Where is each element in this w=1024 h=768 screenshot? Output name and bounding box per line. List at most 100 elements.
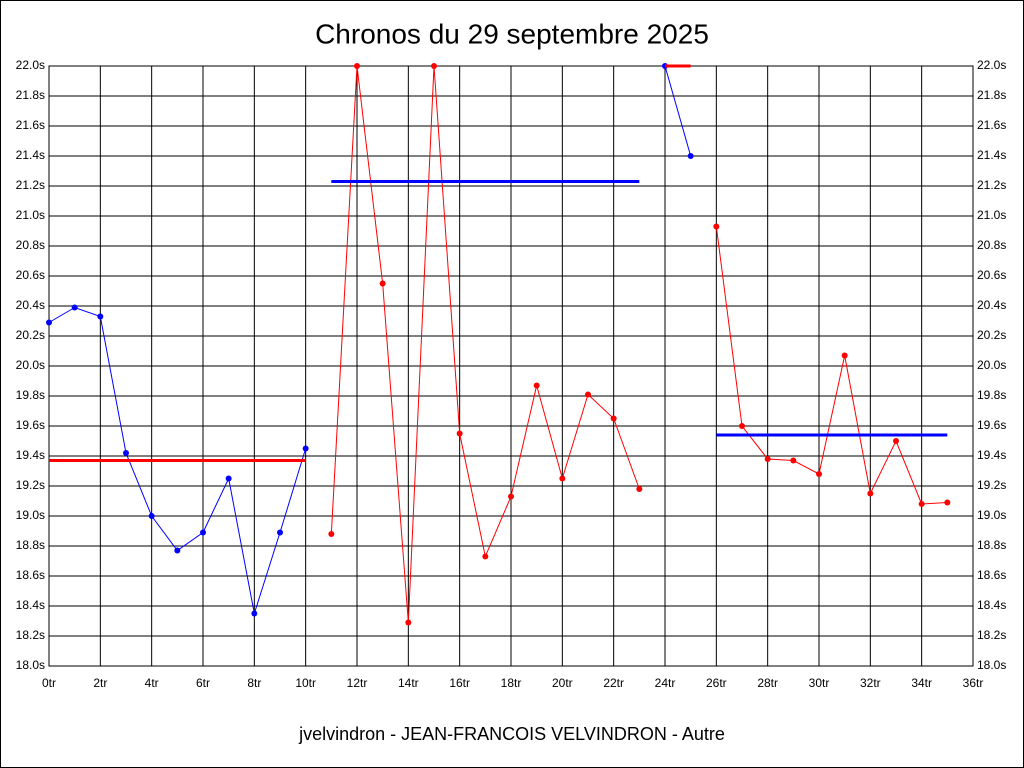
y-tick-label: 20.6s (16, 268, 45, 282)
x-tick-label: 2tr (93, 676, 107, 690)
series-line (664, 65, 692, 157)
point (431, 63, 437, 69)
point (559, 475, 566, 482)
x-tick-label: 10tr (295, 676, 316, 690)
y-tick-label: 21.6s (16, 118, 45, 132)
y2-tick-label: 18.8s (977, 538, 1006, 552)
y2-tick-label: 18.2s (977, 628, 1006, 642)
y-tick-label: 18.8s (16, 538, 45, 552)
point (148, 513, 155, 519)
point (585, 391, 591, 398)
y2-tick-label: 18.0s (977, 658, 1006, 672)
x-tick-label: 6tr (196, 676, 210, 690)
point (739, 423, 745, 429)
y2-tick-label: 19.0s (977, 508, 1006, 522)
y-tick-label: 20.4s (16, 298, 45, 312)
y2-tick-label: 20.8s (977, 238, 1006, 252)
x-tick-label: 8tr (247, 676, 261, 690)
x-tick-label: 26tr (706, 676, 727, 690)
y2-tick-label: 20.4s (977, 298, 1006, 312)
x-axis-label: jvelvindron - JEAN-FRANCOIS VELVINDRON -… (298, 724, 725, 744)
point (174, 547, 181, 554)
point (200, 529, 206, 536)
y-tick-label: 21.2s (16, 178, 45, 192)
point (816, 471, 822, 477)
point (277, 529, 283, 536)
x-tick-label: 28tr (757, 676, 778, 690)
x-tick-label: 30tr (809, 676, 830, 690)
point (944, 499, 951, 506)
x-tick-label: 34tr (911, 676, 932, 690)
y2-tick-label: 18.4s (977, 598, 1006, 612)
y-tick-label: 21.4s (16, 148, 45, 162)
point (328, 531, 335, 537)
y2-tick-label: 22.0s (977, 58, 1006, 72)
x-tick-label: 20tr (552, 676, 573, 690)
y-tick-label: 22.0s (16, 58, 45, 72)
x-tick-label: 14tr (398, 676, 419, 690)
point (841, 352, 848, 359)
y-tick-label: 20.0s (16, 358, 45, 372)
plot-area (48, 65, 974, 667)
y2-tick-label: 20.2s (977, 328, 1006, 342)
y-tick-label: 19.0s (16, 508, 45, 522)
point (482, 553, 489, 560)
point (379, 280, 386, 287)
point (97, 313, 104, 320)
x-tick-label: 18tr (501, 676, 522, 690)
y2-tick-label: 19.6s (977, 418, 1006, 432)
point (225, 475, 232, 482)
y-tick-label: 19.6s (16, 418, 45, 432)
y-tick-label: 19.4s (16, 448, 45, 462)
y2-tick-label: 21.8s (977, 88, 1006, 102)
x-tick-label: 16tr (449, 676, 470, 690)
y-tick-label: 19.8s (16, 388, 45, 402)
point (405, 619, 412, 626)
point (46, 319, 52, 326)
y-tick-label: 21.8s (16, 88, 45, 102)
y-tick-label: 18.2s (16, 628, 45, 642)
y2-tick-label: 21.0s (977, 208, 1006, 222)
y-tick-label: 20.8s (16, 238, 45, 252)
x-tick-label: 12tr (347, 676, 368, 690)
y2-tick-label: 20.0s (977, 358, 1006, 372)
y-tick-label: 18.6s (16, 568, 45, 582)
chart-title: Chronos du 29 septembre 2025 (315, 18, 709, 49)
point (867, 490, 874, 497)
point (123, 450, 129, 456)
y2-tick-label: 21.2s (977, 178, 1006, 192)
point (508, 493, 514, 500)
y-tick-label: 19.2s (16, 478, 45, 492)
point (251, 610, 258, 617)
x-tick-label: 24tr (655, 676, 676, 690)
point (636, 486, 643, 492)
y2-tick-label: 21.6s (977, 118, 1006, 132)
point (764, 456, 771, 462)
point (302, 445, 309, 452)
y-tick-label: 18.4s (16, 598, 45, 612)
point (533, 382, 540, 389)
point (918, 501, 925, 507)
y2-tick-label: 19.8s (977, 388, 1006, 402)
x-tick-label: 36tr (963, 676, 984, 690)
y2-tick-label: 20.6s (977, 268, 1006, 282)
point (71, 304, 78, 311)
point (893, 438, 899, 444)
x-tick-label: 0tr (42, 676, 56, 690)
y-tick-label: 20.2s (16, 328, 45, 342)
x-tick-label: 32tr (860, 676, 881, 690)
point (610, 415, 617, 422)
point (790, 457, 797, 464)
point (713, 223, 720, 230)
y2-tick-label: 19.4s (977, 448, 1006, 462)
point (354, 63, 360, 69)
y-tick-label: 18.0s (16, 658, 45, 672)
point (456, 430, 463, 437)
point (687, 153, 694, 159)
x-tick-label: 4tr (145, 676, 159, 690)
series-line (715, 226, 948, 505)
y-tick-label: 21.0s (16, 208, 45, 222)
y2-tick-label: 18.6s (977, 568, 1006, 582)
